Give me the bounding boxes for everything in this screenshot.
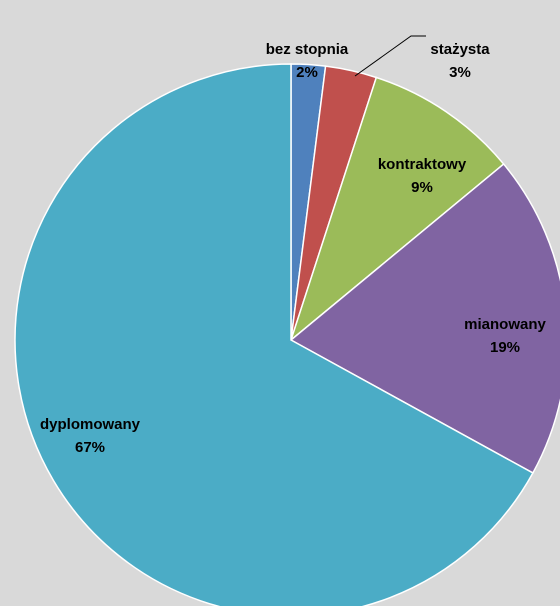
slice-value-label: 9% — [411, 179, 433, 196]
pie-slice — [289, 163, 560, 474]
slice-category-label: kontraktowy — [378, 156, 467, 173]
slice-category-label: bez stopnia — [266, 41, 349, 58]
slice-value-label: 67% — [75, 439, 105, 456]
pie-slice — [14, 63, 534, 606]
slice-value-label: 3% — [449, 64, 471, 81]
slice-category-label: stażysta — [430, 41, 490, 58]
leader-line — [354, 35, 426, 77]
slice-category-label: dyplomowany — [40, 416, 141, 433]
slice-value-label: 19% — [490, 339, 520, 356]
slice-value-label: 2% — [296, 64, 318, 81]
slice-category-label: mianowany — [464, 316, 546, 333]
pie-slice — [289, 76, 505, 343]
